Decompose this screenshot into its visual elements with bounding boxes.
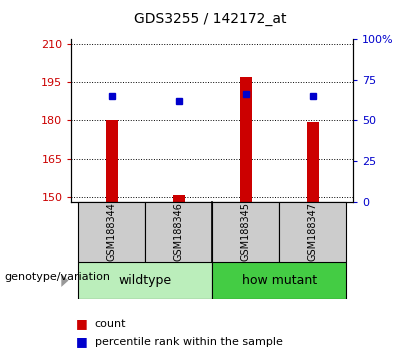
Text: GSM188346: GSM188346: [173, 202, 184, 261]
Bar: [307, 122, 319, 202]
Text: percentile rank within the sample: percentile rank within the sample: [94, 337, 282, 347]
Text: GSM188344: GSM188344: [107, 202, 117, 261]
Bar: [78, 262, 212, 299]
Text: ■: ■: [76, 335, 87, 348]
Bar: [145, 202, 212, 262]
Bar: [279, 202, 346, 262]
Text: wildtype: wildtype: [118, 274, 172, 287]
Text: ■: ■: [76, 318, 87, 330]
Text: GDS3255 / 142172_at: GDS3255 / 142172_at: [134, 12, 286, 27]
Text: count: count: [94, 319, 126, 329]
Text: GSM188347: GSM188347: [307, 202, 318, 261]
Text: how mutant: how mutant: [241, 274, 317, 287]
Polygon shape: [61, 274, 68, 287]
Bar: [212, 202, 279, 262]
Text: GSM188345: GSM188345: [241, 202, 251, 261]
Bar: [78, 202, 145, 262]
Bar: [239, 77, 252, 202]
Text: genotype/variation: genotype/variation: [4, 272, 110, 282]
Bar: [173, 195, 185, 202]
Bar: [105, 120, 118, 202]
Bar: [212, 262, 346, 299]
